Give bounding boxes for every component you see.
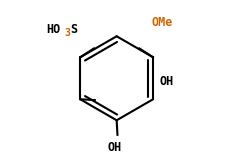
Text: OH: OH — [108, 141, 122, 154]
Text: S: S — [70, 23, 77, 36]
Text: OMe: OMe — [151, 16, 173, 29]
Text: 3: 3 — [64, 28, 70, 38]
Text: HO: HO — [46, 23, 61, 36]
Text: OH: OH — [159, 75, 174, 88]
